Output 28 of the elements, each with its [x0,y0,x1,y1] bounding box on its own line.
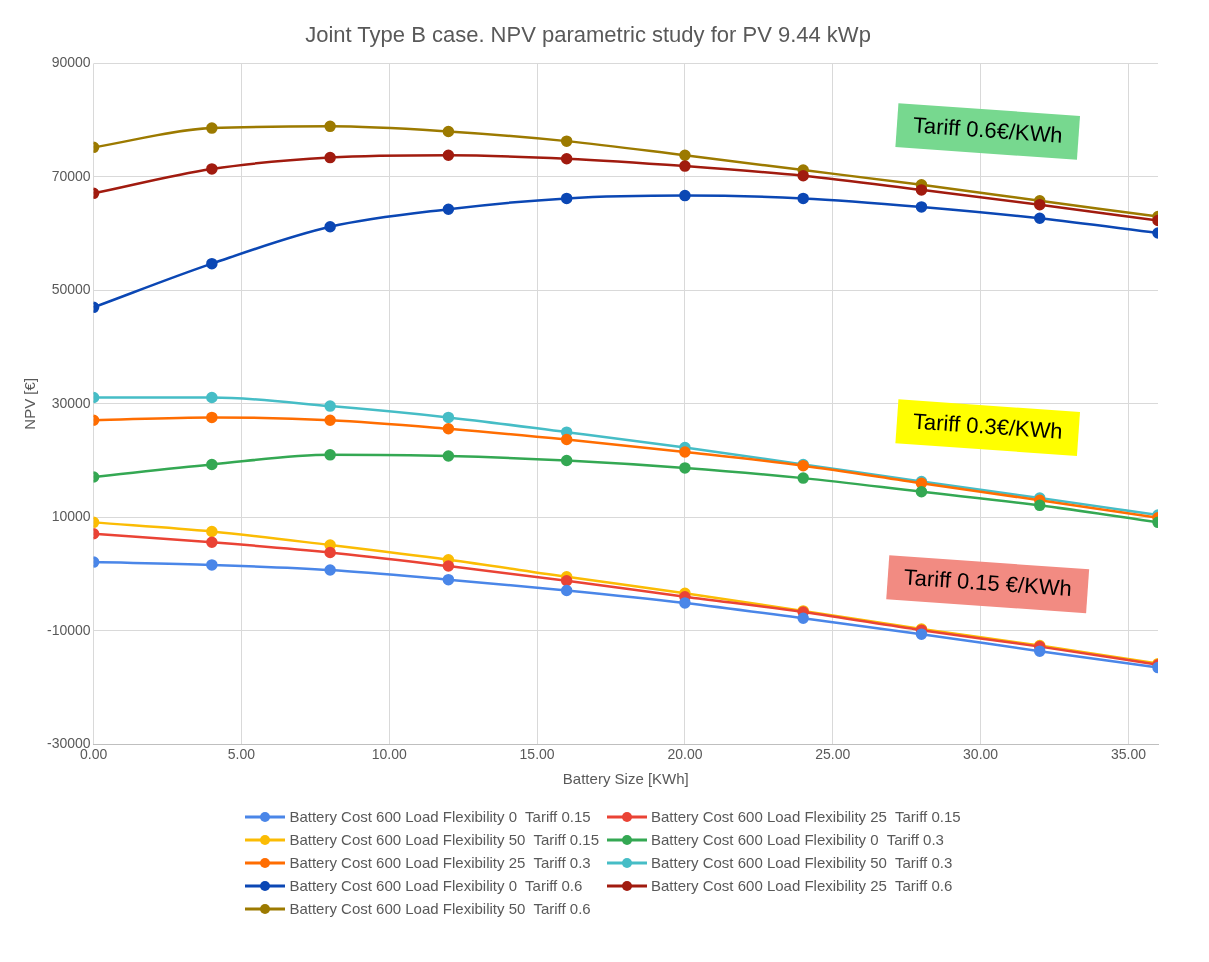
x-tick-label: 25.00 [815,746,851,763]
chart-title: Joint Type B case. NPV parametric study for PV 9.44 kWp [305,22,871,48]
legend-label: Battery Cost 600 Load Flexibility 0 Tariff 0.3 [651,831,944,848]
annotation: Tariff 0.3€/KWh [912,408,1064,444]
x-tick-label: 30.00 [963,746,999,763]
legend-label: Battery Cost 600 Load Flexibility 25 Tariff 0.6 [651,877,953,894]
y-tick-label: 70000 [51,167,91,184]
legend-label: Battery Cost 600 Load Flexibility 50 Tariff 0.15 [289,831,599,848]
y-axis-title: NPV [€] [21,377,39,430]
legend-label: Battery Cost 600 Load Flexibility 25 Tariff 0.3 [289,854,591,871]
y-tick-label: 30000 [51,394,91,411]
x-tick-label: 20.00 [667,746,703,763]
y-tick-label: 10000 [51,508,91,525]
legend-label: Battery Cost 600 Load Flexibility 0 Tariff 0.15 [289,808,591,825]
y-tick-label: 50000 [51,281,91,298]
y-tick-label: -10000 [47,621,91,638]
x-axis-title: Battery Size [KWh] [562,770,689,788]
x-tick-label: 5.00 [227,746,256,763]
legend-label: Battery Cost 600 Load Flexibility 0 Tariff 0.6 [289,877,583,894]
legend-label: Battery Cost 600 Load Flexibility 50 Tariff 0.3 [651,854,953,871]
legend-label: Battery Cost 600 Load Flexibility 50 Tariff 0.6 [289,900,591,917]
annotation: Tariff 0.6€/KWh [912,112,1064,148]
x-tick-label: 35.00 [1110,746,1147,763]
y-tick-label: 90000 [51,54,91,71]
x-tick-label: 15.00 [519,746,555,763]
x-tick-label: 10.00 [371,746,407,763]
annotation: Tariff 0.15 €/KWh [902,564,1073,602]
legend-label: Battery Cost 600 Load Flexibility 25 Tariff 0.15 [651,808,961,825]
